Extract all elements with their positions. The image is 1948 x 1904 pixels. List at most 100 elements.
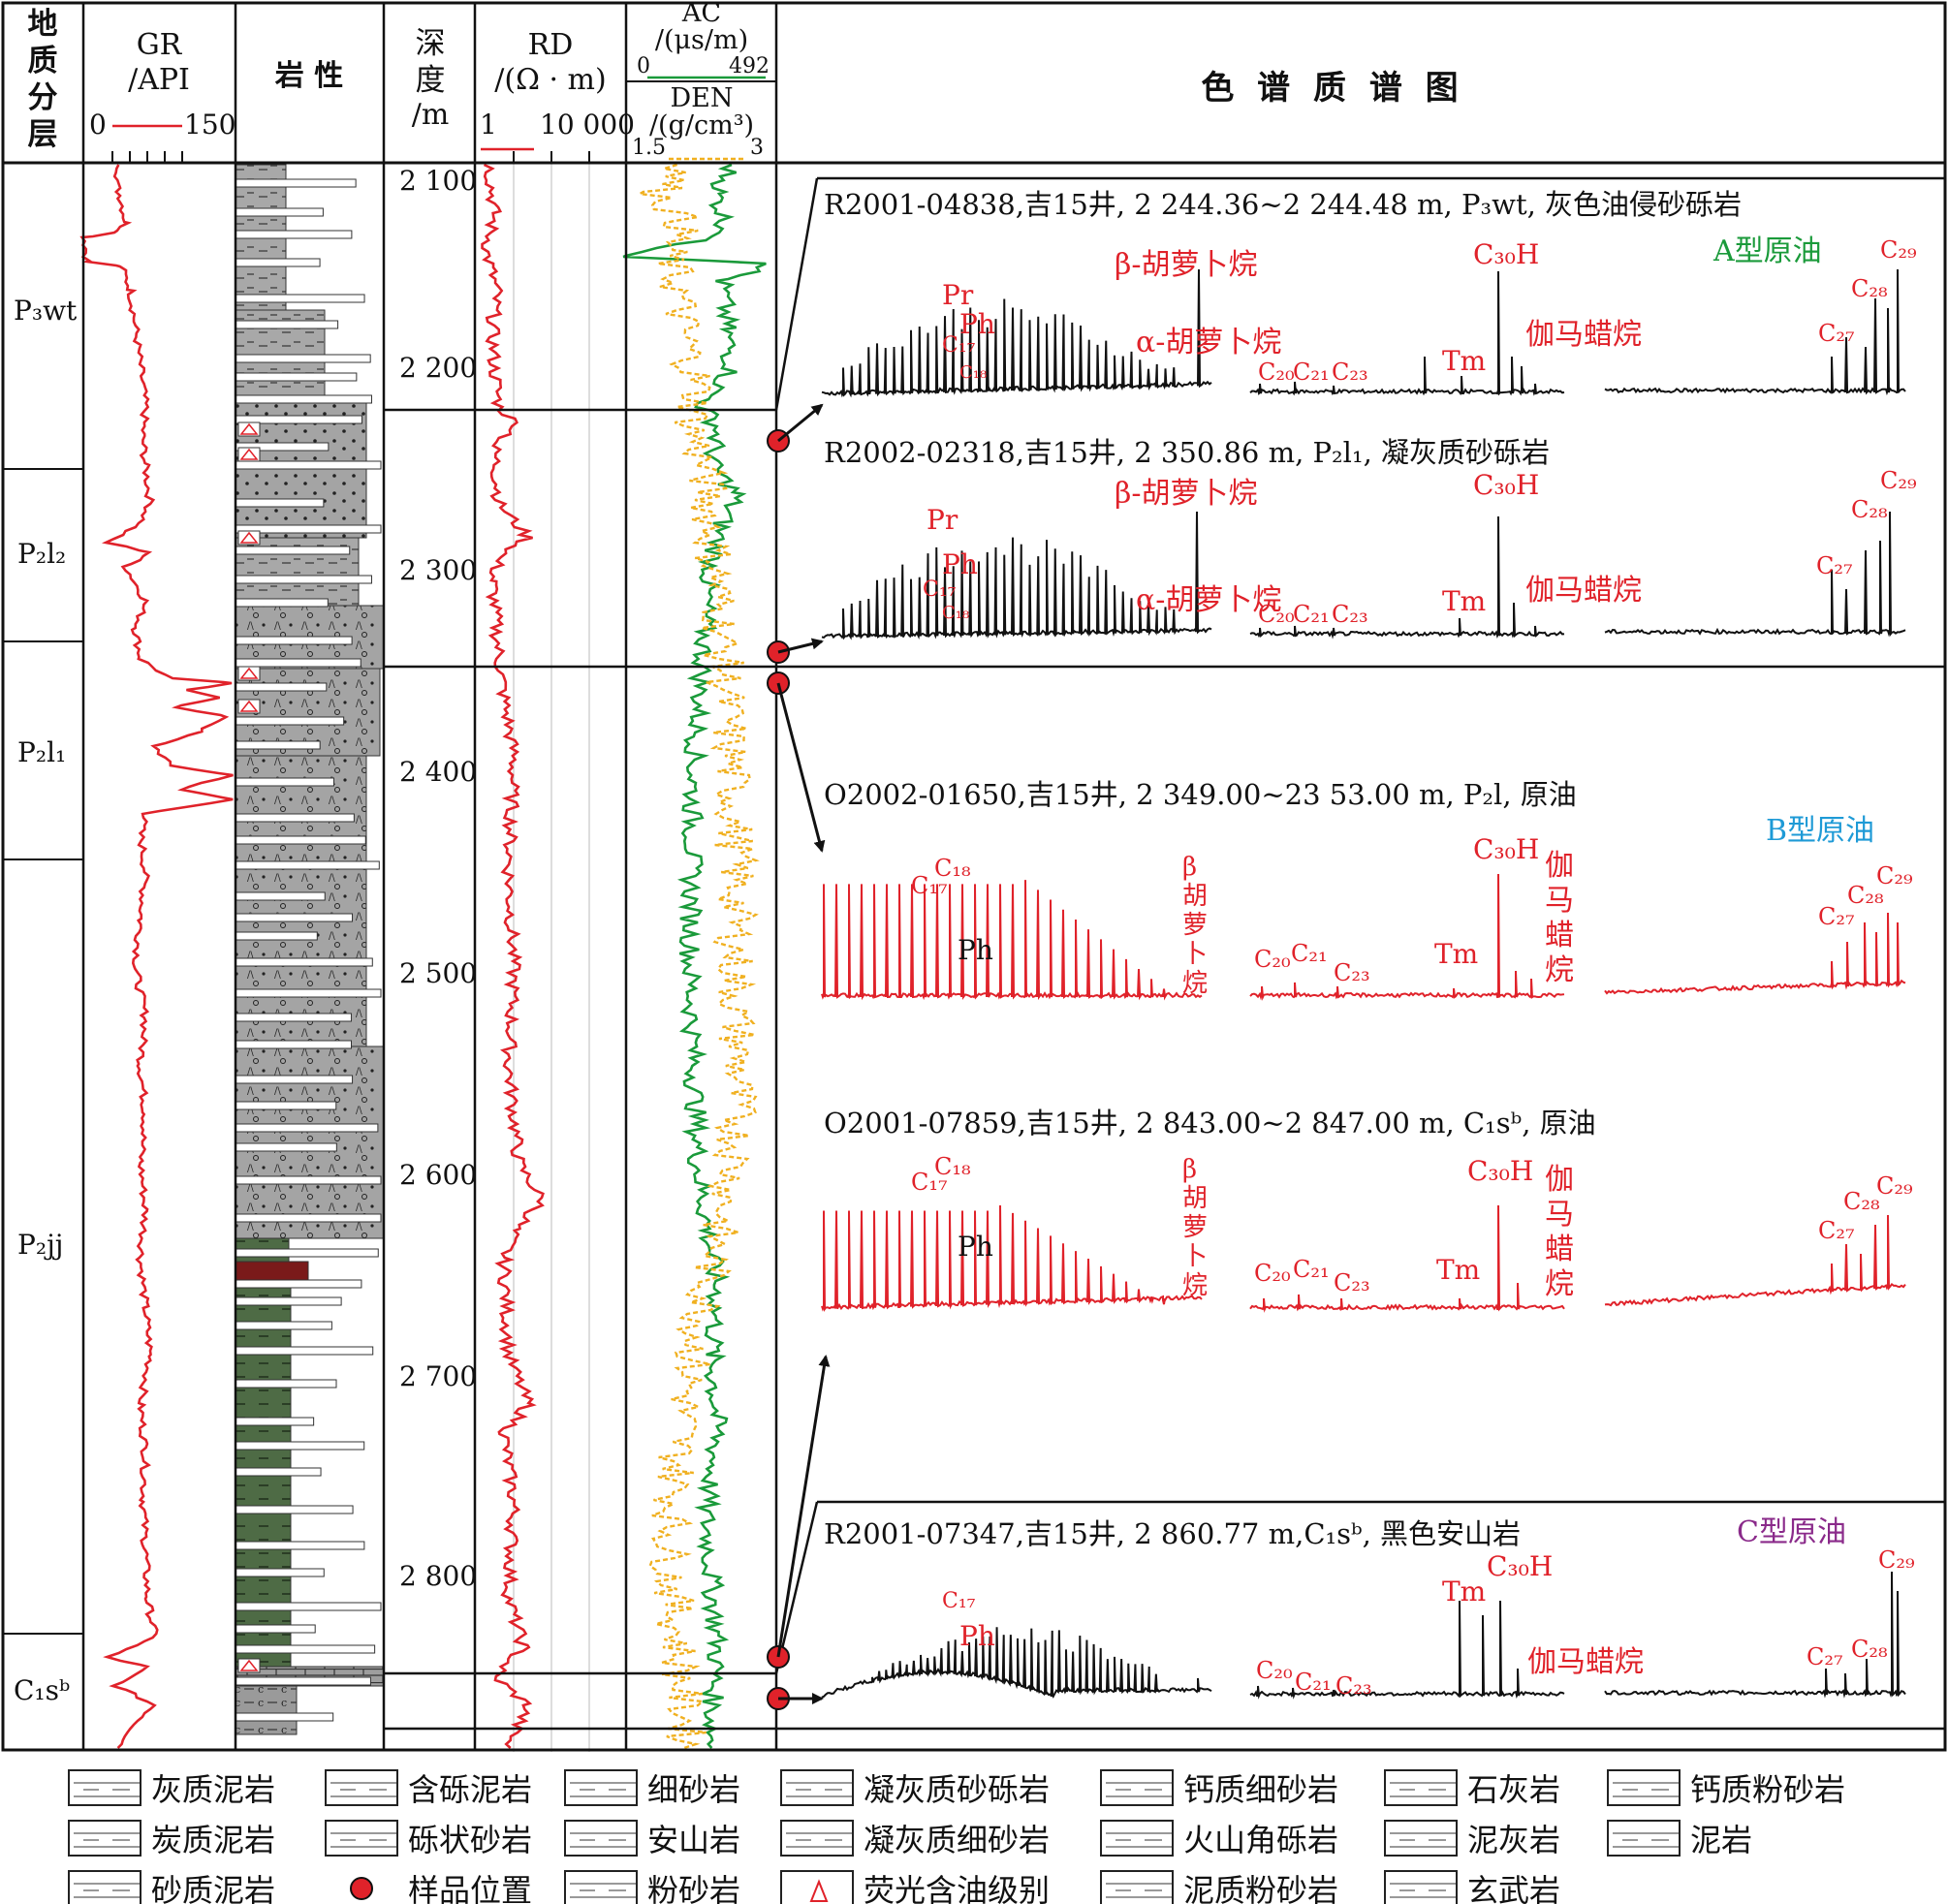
header-rd-max: 10 000: [540, 109, 635, 140]
lith-bed-edge: [235, 1013, 352, 1022]
peak-label-c23: C₂₃: [1334, 1269, 1370, 1296]
legend-label: 样品位置: [408, 1872, 533, 1904]
spectrum-terpane: [1249, 873, 1565, 1001]
sample-caption-5: R2001-07347,吉15井, 2 860.77 m,C₁sᵇ, 黑色安山岩: [824, 1517, 1522, 1550]
peak-label-c29: C₂₉: [1876, 862, 1913, 890]
peak-label-c28: C₂₈: [1851, 275, 1888, 302]
formation-p3wt: P₃wt: [14, 295, 78, 327]
spectrum-terpane: [1249, 270, 1565, 396]
sample-arrow: [776, 1355, 831, 1658]
peak-label-tm: Tm: [1436, 1254, 1481, 1286]
peak-label-c17: C₁₇: [923, 577, 957, 602]
peak-label-c17: C₁₇: [942, 333, 976, 358]
legend-swatch-sample-dot: [325, 1870, 398, 1904]
legend-label: 砂质泥岩: [151, 1872, 276, 1904]
spectrum-terpane: [1249, 1204, 1565, 1313]
lith-bed-edge: [235, 860, 380, 870]
fluorescence-box: [237, 447, 261, 462]
legend-label: 凝灰质砂砾岩: [864, 1771, 1051, 1808]
header-den-min: 1.5: [632, 136, 666, 160]
peak-label-c28: C₂₈: [1851, 496, 1888, 523]
peak-label-c18: C₁₈: [934, 1153, 971, 1180]
fluorescence-triangle: [239, 448, 259, 460]
lith-bed-edge: [235, 1213, 382, 1223]
lith-bed-edge: [235, 1676, 371, 1686]
lith-bed-edge: [235, 988, 382, 998]
peak-label-pr: Pr: [942, 279, 974, 311]
lith-bed-edge: [235, 294, 365, 303]
spectrum-alkane: [821, 1204, 1203, 1313]
lith-bed-edge: [235, 1248, 379, 1258]
fluorescence-triangle: [239, 422, 259, 435]
depth-tick: 2 100: [399, 165, 478, 197]
lithology-column: [235, 164, 385, 1735]
lith-bed-edge: [235, 682, 328, 692]
header-gr-max: 150: [184, 109, 236, 140]
lith-bed-edge: [235, 1624, 316, 1634]
lith-bed-edge: [235, 1644, 376, 1654]
sample-type-c: C型原油: [1737, 1515, 1846, 1549]
lith-bed-edge: [235, 957, 373, 967]
spectrum-sterane: [1604, 1214, 1906, 1307]
lith-bed-edge: [235, 1467, 322, 1477]
gr-curve: [79, 164, 234, 1749]
lith-bed-edge: [235, 460, 382, 470]
lith-bed-edge: [235, 1279, 362, 1289]
legend-label: 钙质粉砂岩: [1690, 1771, 1846, 1808]
peak-label-ph: Ph: [959, 308, 995, 340]
sample-caption-4: O2001-07859,吉15井, 2 843.00~2 847.00 m, C…: [824, 1107, 1596, 1139]
legend-item-triangle: 荧光含油级别: [780, 1866, 1050, 1904]
depth-tick: 2 700: [399, 1360, 478, 1392]
spectrum-alkane: [821, 268, 1212, 398]
peak-label-c23: C₂₃: [1332, 359, 1368, 386]
legend-item-marl: 泥灰岩: [1384, 1816, 1560, 1860]
peak-label-alpha: α-胡萝卜烷: [1136, 583, 1282, 617]
peak-label-gamma-vertical: 伽马蜡烷: [1545, 849, 1574, 987]
legend-label: 灰质泥岩: [151, 1771, 276, 1808]
legend-swatch-calc-silt: [1607, 1769, 1681, 1806]
legend-label: 安山岩: [647, 1822, 741, 1858]
legend-label: 泥岩: [1690, 1822, 1753, 1858]
peak-label-c27: C₂₇: [1816, 552, 1853, 579]
fluorescence-box: [237, 699, 261, 714]
legend-swatch-calc-fine-sand: [1100, 1769, 1174, 1806]
legend-swatch-mudstone: [1607, 1820, 1681, 1857]
peak-label-tm: Tm: [1442, 585, 1487, 617]
peak-label-c29: C₂₉: [1880, 467, 1917, 494]
fluorescence-triangle: [239, 1659, 259, 1671]
peak-label-gamma: 伽马蜡烷: [1527, 1645, 1644, 1679]
lith-bed-edge: [235, 716, 345, 726]
header-gr-unit: /API: [128, 63, 190, 97]
legend-label: 含砾泥岩: [408, 1771, 533, 1808]
lith-bed-edge: [235, 546, 351, 555]
lith-bed-edge: [235, 1379, 337, 1389]
peak-label-tm: Tm: [1442, 1576, 1487, 1607]
depth-tick: 2 600: [399, 1159, 478, 1191]
legend-item-sandy-mud: 砂质泥岩: [68, 1866, 275, 1904]
peak-label-gamma: 伽马蜡烷: [1525, 318, 1642, 352]
sample-arrow: [777, 638, 824, 654]
depth-tick: 2 400: [399, 756, 478, 788]
peak-label-c29: C₂₉: [1876, 1172, 1913, 1200]
lith-bed-edge: [235, 1441, 365, 1451]
peak-label-c28: C₂₈: [1847, 882, 1884, 909]
legend-item-mud-silt: 泥质粉砂岩: [1100, 1866, 1338, 1904]
legend-label: 泥质粉砂岩: [1183, 1872, 1339, 1904]
peak-label-c30h: C₃₀H: [1473, 833, 1540, 865]
header-gr-title: GR: [136, 28, 182, 62]
peak-label-c20: C₂₀: [1258, 359, 1295, 386]
lith-bed-edge: [235, 1712, 334, 1722]
legend-swatch-andesite: [564, 1820, 638, 1857]
peak-label-c23: C₂₃: [1334, 959, 1370, 986]
peak-label-c17: C₁₇: [911, 1169, 948, 1196]
fluorescence-box: [237, 530, 261, 546]
lith-bed-edge: [235, 835, 366, 845]
lith-bed-edge: [235, 320, 339, 329]
outer-frame: [1, 1, 1947, 1752]
peak-label-c21: C₂₁: [1293, 359, 1330, 386]
lith-bed-edge: [235, 1346, 374, 1356]
peak-label-c29: C₂₉: [1880, 236, 1917, 264]
table-frame: [1, 1, 1947, 1752]
peak-label-tm: Tm: [1442, 345, 1487, 377]
